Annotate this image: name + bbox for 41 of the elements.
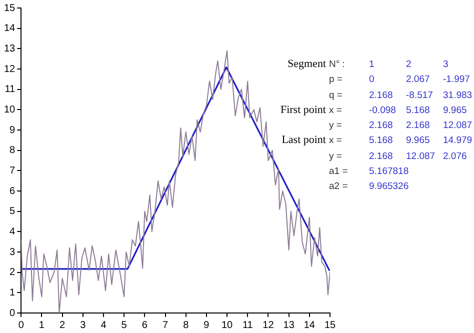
x-tick-label: 2 [60, 320, 66, 331]
x-tick-label: 15 [324, 320, 336, 331]
y-tick-label: 7 [10, 165, 16, 176]
x-tick-label: 4 [100, 320, 107, 331]
y-tick-label: 6 [10, 186, 16, 197]
y-tick-label: 4 [10, 226, 16, 238]
x-tick-label: 7 [162, 320, 168, 331]
x-tick-label: 14 [304, 320, 316, 331]
text: q = 2.168 -8.517 31.983 [329, 90, 472, 101]
text: Last point x = 5.168 9.965 14.979 [282, 134, 472, 146]
text: Segment N° : 1 2 3 [288, 58, 448, 70]
text: First point x = -0.098 5.168 9.965 [280, 104, 467, 116]
x-tick-label: 9 [204, 320, 210, 331]
x-tick-label: 8 [183, 320, 190, 331]
x-tick-label: 6 [142, 320, 148, 331]
y-tick-label: 5 [10, 206, 16, 218]
y-tick-label: 3 [10, 246, 16, 258]
y-tick-label: 9 [10, 124, 16, 136]
text: a2 = 9.965326 [329, 181, 409, 192]
y-tick-label: 12 [4, 64, 16, 75]
y-tick-label: 2 [10, 267, 16, 278]
x-tick-label: 5 [121, 320, 128, 331]
x-tick-label: 3 [80, 320, 86, 331]
x-tick-label: 12 [262, 320, 274, 331]
text: y = 2.168 2.168 12.087 [329, 120, 472, 132]
text: p = 0 2.067 -1.997 [329, 74, 470, 86]
y-tick-label: 14 [4, 23, 16, 34]
y-tick-label: 8 [10, 145, 16, 156]
x-tick-label: 11 [242, 320, 254, 331]
y-tick-label: 13 [4, 43, 16, 54]
y-tick-label: 11 [4, 84, 16, 96]
x-tick-label: 0 [18, 320, 24, 331]
x-tick-label: 1 [38, 320, 45, 331]
y-tick-label: 0 [10, 308, 16, 319]
y-tick-label: 1 [10, 287, 16, 298]
text: y = 2.168 12.087 2.076 [329, 150, 467, 162]
x-tick-label: 10 [221, 320, 234, 331]
y-tick-label: 15 [4, 2, 16, 14]
x-tick-label: 13 [283, 320, 295, 331]
y-tick-label: 10 [4, 104, 16, 116]
text: a1 = 5.167818 [329, 166, 409, 178]
